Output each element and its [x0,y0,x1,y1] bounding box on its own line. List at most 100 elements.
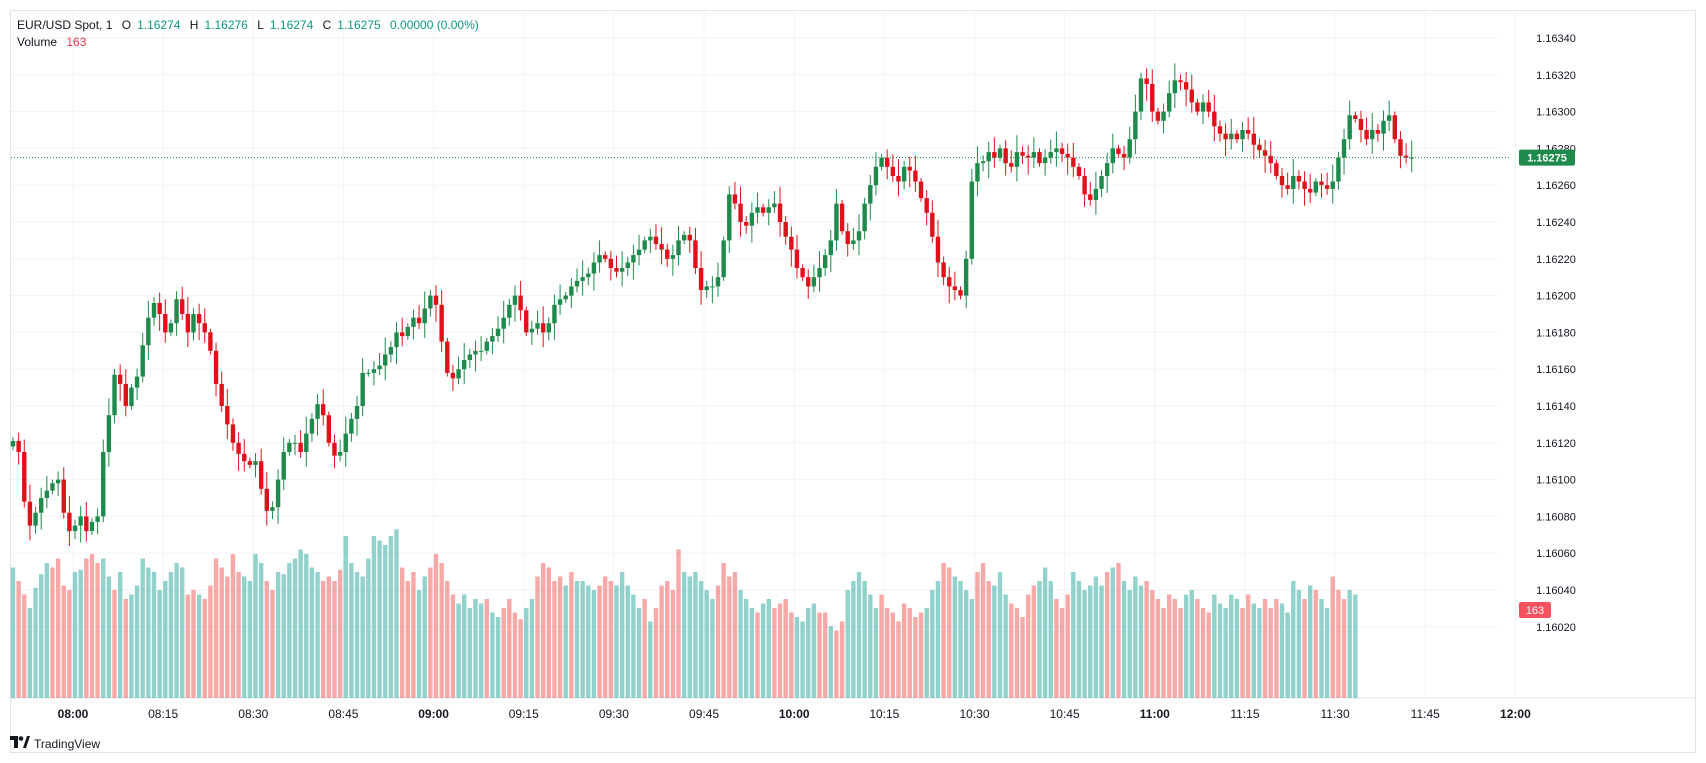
candle-body [1127,139,1132,158]
candle-body [16,440,21,452]
volume-bar [281,574,286,698]
volume-bar [309,567,315,698]
candle-body [72,525,78,532]
candle-body [693,240,698,268]
candle-body [642,240,647,250]
candle-body [794,249,800,268]
candle-body [163,314,168,333]
symbol-label[interactable]: EUR/USD Spot, 1 [17,18,113,32]
volume-bar [1014,608,1020,698]
volume-bar [873,608,879,698]
volume-bar [1183,594,1189,698]
volume-bar [230,554,236,698]
volume-bar [1296,590,1302,698]
candle-body [95,516,100,522]
low-label: L [257,18,264,32]
candle-body [941,262,946,278]
candle-body [1257,144,1262,151]
candle-body [1217,126,1223,134]
chart-frame [10,10,1696,753]
last-price-badge: 1.16275 [1519,149,1575,166]
candle-body [986,152,991,162]
y-tick-label: 1.16300 [1536,107,1576,119]
candle-body [106,415,112,452]
y-tick-label: 1.16200 [1536,291,1576,303]
candle-body [811,277,817,287]
candle-body [168,323,174,333]
volume-bar [896,621,901,698]
candle-body [281,452,286,480]
candle-body [1183,82,1189,90]
volume-bar [337,569,343,698]
volume-bar [1121,581,1127,698]
volume-bar [1093,576,1099,698]
volume-bar [653,608,659,698]
x-tick-label: 09:45 [689,707,719,721]
y-tick-label: 1.16220 [1536,254,1576,266]
ohlc-legend: EUR/USD Spot, 1 O 1.16274 H 1.16276 L 1.162… [17,18,479,32]
candle-body [157,302,162,314]
volume-bar [879,594,884,698]
candle-body [202,323,207,333]
candle-body [721,240,726,278]
volume-bar [50,567,55,698]
candle-body [1381,120,1386,134]
volume-bar [1172,599,1178,698]
candle-body [1110,148,1115,164]
candle-body [1076,166,1082,176]
candle-body [653,236,659,245]
volume-bar [1336,590,1341,698]
candle-body [1178,80,1183,83]
candle-body [360,372,365,406]
candle-body [1302,181,1307,189]
volume-bar [935,581,941,698]
candle-body [61,479,66,513]
candle-body [332,442,337,456]
candle-body [992,152,997,158]
x-tick-label: 08:45 [328,707,358,721]
volume-bar [225,576,230,698]
candle-body [89,521,95,532]
y-tick-label: 1.16180 [1536,327,1576,339]
tradingview-brand[interactable]: TradingView [10,736,100,751]
close-label: C [322,18,332,32]
candle-body [879,157,884,167]
volume-bar [287,563,292,698]
candle-body [371,369,377,373]
candle-body [185,314,191,333]
candle-body [275,479,281,508]
volume-bar [574,581,580,698]
volume-bar [1127,590,1132,698]
x-axis-ticks: 08:00 08:15 08:30 08:45 09:00 09:15 09:30 09:45… [58,707,1531,721]
volume-label[interactable]: Volume [17,35,58,49]
volume-bar [512,612,518,698]
volume-bar [360,576,365,698]
volume-bar [106,576,112,698]
open-label: O [121,18,132,32]
volume-bar [242,576,247,698]
volume-bar [924,608,929,698]
volume-bar [490,612,495,698]
volume-bar [78,569,83,698]
y-tick-label: 1.16040 [1536,585,1576,597]
candle-body [1054,148,1059,153]
candle-body [1212,111,1217,127]
volume-bar [501,608,506,698]
candle-body [242,453,247,462]
candle-body [913,170,918,182]
volume-bar [997,572,1003,698]
candle-body [405,326,410,337]
candle-body [670,255,676,259]
x-tick-label: 11:00 [1140,707,1170,721]
volume-bar [952,576,958,698]
volume-bar [1330,576,1335,698]
volume-bar [44,563,50,698]
volume-bar [236,572,241,698]
y-tick-label: 1.16060 [1536,548,1576,560]
candle-body [1347,115,1352,140]
candle-body [822,255,828,268]
x-tick-label: 10:00 [779,707,810,721]
volume-bar [332,581,337,698]
volume-bar [540,563,546,698]
